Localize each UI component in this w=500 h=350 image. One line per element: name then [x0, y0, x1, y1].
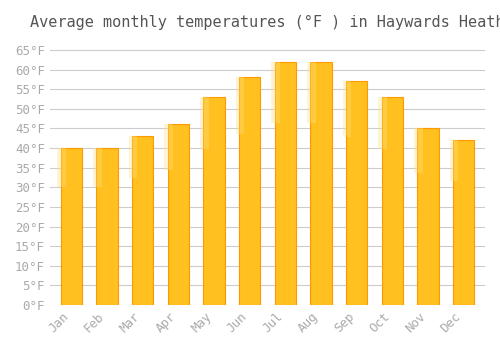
Bar [58, 148, 66, 187]
Bar [382, 97, 403, 305]
Bar [96, 148, 118, 305]
Bar [414, 128, 422, 173]
Bar [378, 97, 387, 149]
Bar [60, 148, 82, 305]
Bar [128, 136, 137, 178]
Bar [272, 62, 280, 122]
Bar [93, 148, 102, 187]
Bar [453, 140, 474, 305]
Bar [132, 136, 154, 305]
Bar [307, 62, 316, 122]
Bar [200, 97, 208, 149]
Bar [450, 140, 458, 181]
Bar [346, 81, 368, 305]
Bar [274, 62, 296, 305]
Bar [310, 62, 332, 305]
Bar [236, 77, 244, 134]
Bar [203, 97, 224, 305]
Bar [417, 128, 438, 305]
Bar [239, 77, 260, 305]
Bar [164, 125, 173, 170]
Bar [168, 125, 189, 305]
Title: Average monthly temperatures (°F ) in Haywards Heath: Average monthly temperatures (°F ) in Ha… [30, 15, 500, 30]
Bar [342, 81, 351, 137]
